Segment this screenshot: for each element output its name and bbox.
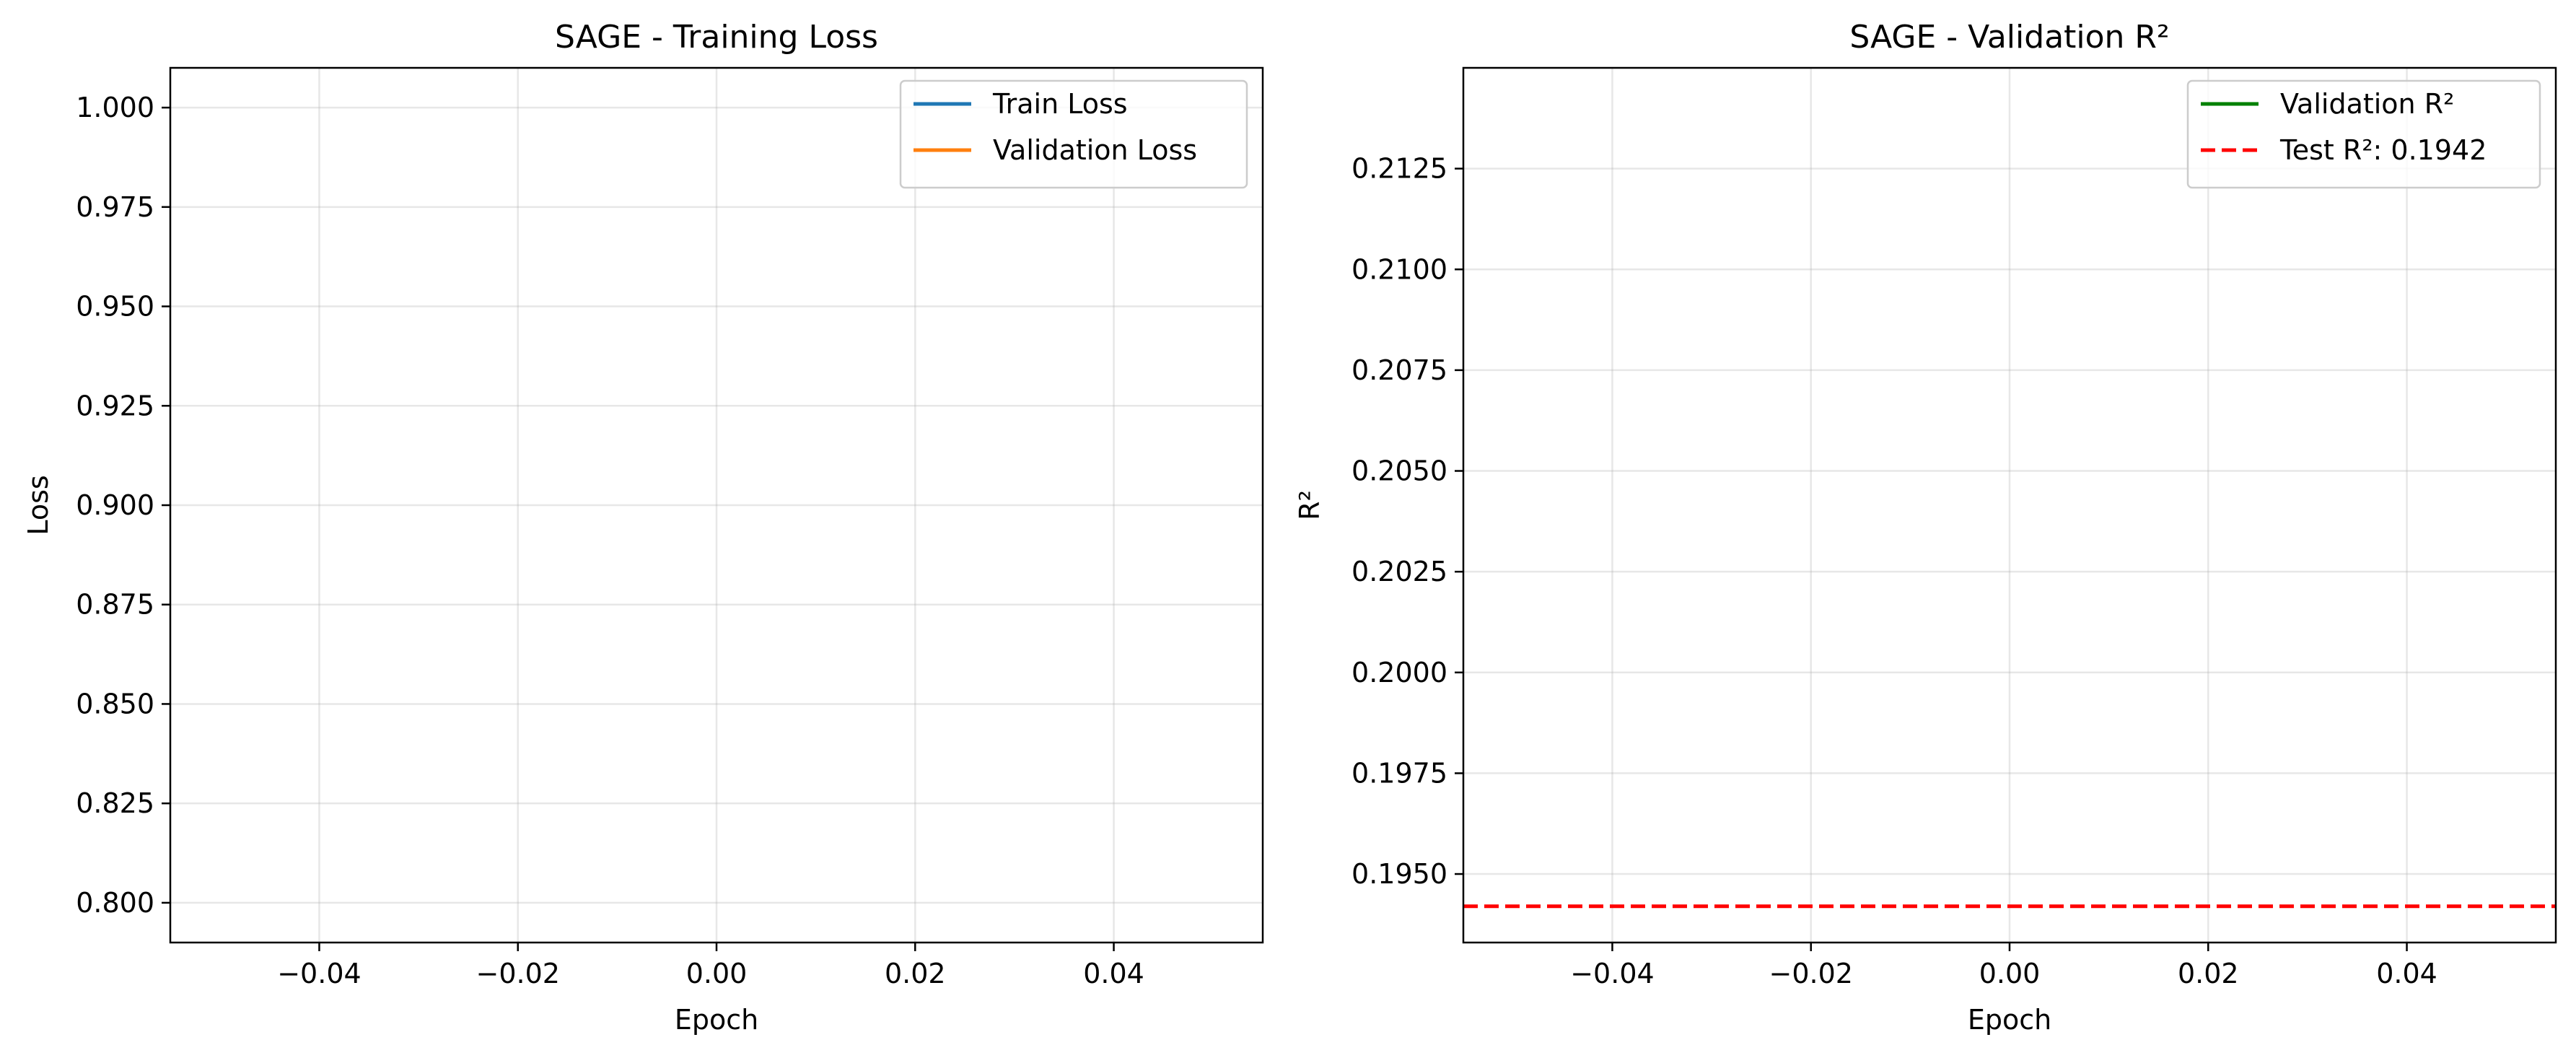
- x-tick-label: 0.00: [1979, 958, 2041, 989]
- y-axis-label: R²: [1294, 490, 1326, 520]
- y-tick-label: 0.975: [76, 191, 154, 223]
- legend: Validation R² Test R²: 0.1942: [2186, 79, 2541, 189]
- x-axis-label: Epoch: [675, 1004, 758, 1036]
- x-tick-label: 0.00: [686, 958, 748, 989]
- y-tick-label: 1.000: [76, 92, 154, 123]
- y-tick-label: 0.2125: [1351, 153, 1447, 185]
- y-tick-label: 0.2000: [1351, 657, 1447, 688]
- y-tick-label: 0.850: [76, 688, 154, 720]
- y-tick-label: 0.925: [76, 390, 154, 421]
- legend-box: [2186, 79, 2541, 189]
- chart-panel-training-loss: −0.04 −0.02 0.00 0.02 0.04 0.800 0.825 0.850 0.8…: [22, 19, 1264, 1036]
- chart-panel-validation-r2: −0.04 −0.02 0.00 0.02 0.04 0.1950 0.1975 0.2000…: [1294, 19, 2557, 1036]
- x-tick-label: −0.04: [1570, 958, 1654, 989]
- x-tick-label: −0.04: [277, 958, 361, 989]
- legend-entry-label: Train Loss: [992, 88, 1128, 120]
- x-tick-label: 0.04: [1083, 958, 1144, 989]
- x-axis-label: Epoch: [1968, 1004, 2051, 1036]
- legend-box: [899, 79, 1248, 189]
- y-tick-label: 0.875: [76, 589, 154, 621]
- y-tick-label: 0.2100: [1351, 253, 1447, 285]
- y-tick-label: 0.2075: [1351, 354, 1447, 386]
- legend-entry-label: Test R²: 0.1942: [2279, 134, 2487, 166]
- y-tick-label: 0.825: [76, 787, 154, 819]
- legend: Train Loss Validation Loss: [899, 79, 1248, 189]
- legend-entry-label: Validation Loss: [993, 134, 1197, 166]
- y-tick-label: 0.2050: [1351, 455, 1447, 487]
- x-tick-label: 0.04: [2376, 958, 2437, 989]
- chart-title: SAGE - Validation R²: [1849, 19, 2169, 56]
- y-tick-label: 0.1975: [1351, 757, 1447, 789]
- y-tick-label: 0.2025: [1351, 556, 1447, 587]
- y-tick-label: 0.800: [76, 887, 154, 919]
- x-tick-label: −0.02: [1769, 958, 1853, 989]
- legend-entry-label: Validation R²: [2280, 88, 2454, 120]
- y-tick-label: 0.950: [76, 291, 154, 323]
- y-tick-label: 0.1950: [1351, 858, 1447, 890]
- y-axis-label: Loss: [22, 475, 54, 535]
- y-tick-label: 0.900: [76, 489, 154, 521]
- x-tick-label: −0.02: [476, 958, 560, 989]
- chart-title: SAGE - Training Loss: [555, 19, 878, 56]
- x-tick-label: 0.02: [885, 958, 946, 989]
- x-tick-label: 0.02: [2178, 958, 2239, 989]
